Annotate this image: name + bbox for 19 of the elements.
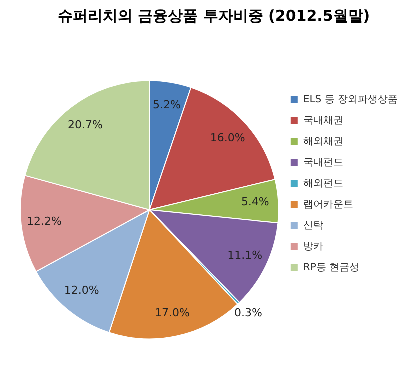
data-label: 0.3% (234, 306, 262, 320)
legend-label: 국내채권 (303, 116, 344, 127)
legend-label: 신탁 (303, 220, 324, 232)
data-label: 5.2% (152, 98, 181, 112)
data-label: 12.0% (64, 284, 100, 298)
chart-title: 슈퍼리치의 금융상품 투자비중 (2012.5월말) (58, 6, 370, 25)
legend-label: 해외펀드 (303, 178, 344, 190)
legend-label: RP등 현금성 (303, 262, 360, 274)
legend-label: ELS 등 장외파생상품 (303, 94, 398, 106)
data-label: 11.1% (228, 249, 263, 262)
legend-label: 랩어카운트 (303, 200, 354, 211)
legend-label: 해외채권 (303, 136, 344, 148)
data-label: 17.0% (155, 306, 190, 320)
data-label: 20.7% (68, 118, 103, 132)
legend-label: 방카 (303, 242, 324, 253)
data-label: 5.4% (241, 196, 270, 209)
legend-label: 국내펀드 (303, 158, 344, 169)
data-label: 12.2% (26, 214, 62, 228)
data-label: 16.0% (210, 131, 246, 144)
